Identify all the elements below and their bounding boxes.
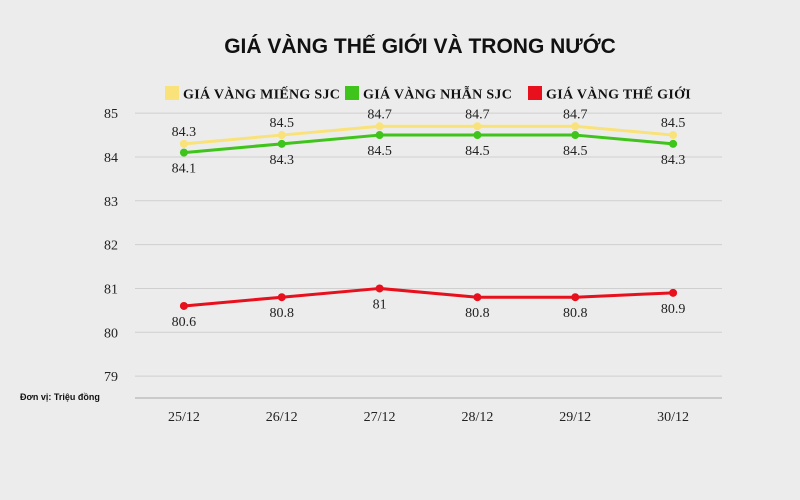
y-tick-label: 80 xyxy=(104,326,118,341)
series-group: 84.3 84.5 84.7 84.7 84.7 84.5 84.1 84.3 84.5 84.5… xyxy=(172,107,686,330)
series-1: 84.3 84.5 84.7 84.7 84.7 84.5 xyxy=(172,107,686,148)
series-line xyxy=(183,286,674,308)
data-point xyxy=(669,139,678,148)
y-tick-label: 83 xyxy=(104,195,118,210)
x-tick-label: 27/12 xyxy=(364,410,396,425)
data-point xyxy=(473,293,482,302)
legend-swatch xyxy=(528,86,542,100)
data-point xyxy=(571,122,580,131)
data-point xyxy=(375,284,384,293)
data-label: 84.7 xyxy=(563,107,588,122)
unit-note: Đơn vị: Triệu đồng xyxy=(20,392,100,402)
series-3: 80.6 80.8 81 80.8 80.8 80.9 xyxy=(172,284,686,330)
x-tick-label: 25/12 xyxy=(168,410,200,425)
data-label: 80.9 xyxy=(661,302,686,317)
series-2: 84.1 84.3 84.5 84.5 84.5 84.3 xyxy=(172,131,686,177)
legend-item-2: GIÁ VÀNG NHẪN SJC xyxy=(345,85,512,103)
data-label: 84.5 xyxy=(465,144,490,159)
data-point xyxy=(375,131,384,140)
data-label: 84.3 xyxy=(661,153,686,168)
y-tick-label: 85 xyxy=(104,107,118,122)
data-point xyxy=(277,131,286,140)
gridlines xyxy=(135,112,722,399)
data-point xyxy=(571,293,580,302)
x-tick-label: 29/12 xyxy=(559,410,591,425)
data-point xyxy=(277,293,286,302)
data-point xyxy=(473,131,482,140)
chart-title: GIÁ VÀNG THẾ GIỚI VÀ TRONG NƯỚC xyxy=(224,34,616,58)
data-label: 80.8 xyxy=(465,306,490,321)
legend-label: GIÁ VÀNG THẾ GIỚI xyxy=(546,86,691,103)
legend-label: GIÁ VÀNG NHẪN SJC xyxy=(363,85,512,103)
data-label: 84.3 xyxy=(172,125,197,140)
y-tick-label: 81 xyxy=(104,282,118,297)
data-label: 81 xyxy=(373,297,387,312)
data-label: 84.1 xyxy=(172,162,197,177)
data-point xyxy=(669,288,678,297)
legend-swatch xyxy=(165,86,179,100)
data-label: 80.8 xyxy=(563,306,588,321)
y-tick-label: 84 xyxy=(104,151,118,166)
series-line xyxy=(183,133,674,155)
data-point xyxy=(179,139,188,148)
data-label: 84.5 xyxy=(270,116,295,131)
data-label: 84.5 xyxy=(367,144,392,159)
data-label: 84.7 xyxy=(465,107,490,122)
data-label: 84.7 xyxy=(367,107,392,122)
data-point xyxy=(571,131,580,140)
legend-item-1: GIÁ VÀNG MIẾNG SJC xyxy=(165,86,340,103)
y-tick-label: 79 xyxy=(104,370,118,385)
x-tick-label: 30/12 xyxy=(657,410,689,425)
legend: GIÁ VÀNG MIẾNG SJC GIÁ VÀNG NHẪN SJC GIÁ V… xyxy=(165,85,691,103)
data-label: 84.5 xyxy=(661,116,686,131)
legend-label: GIÁ VÀNG MIẾNG SJC xyxy=(183,86,340,103)
series-line xyxy=(183,124,674,146)
data-point xyxy=(669,131,678,140)
data-point xyxy=(375,122,384,131)
data-label: 84.3 xyxy=(270,153,295,168)
legend-item-3: GIÁ VÀNG THẾ GIỚI xyxy=(528,86,691,103)
y-axis-ticks: 79 80 81 82 83 84 85 xyxy=(104,107,118,385)
x-tick-label: 26/12 xyxy=(266,410,298,425)
data-label: 84.5 xyxy=(563,144,588,159)
data-point xyxy=(473,122,482,131)
data-label: 80.8 xyxy=(270,306,295,321)
data-label: 80.6 xyxy=(172,315,197,330)
legend-swatch xyxy=(345,86,359,100)
data-point xyxy=(179,301,188,310)
x-axis-ticks: 25/12 26/12 27/12 28/12 29/12 30/12 xyxy=(168,410,689,425)
data-point xyxy=(277,139,286,148)
y-tick-label: 82 xyxy=(104,239,118,254)
x-tick-label: 28/12 xyxy=(461,410,493,425)
data-point xyxy=(179,148,188,157)
